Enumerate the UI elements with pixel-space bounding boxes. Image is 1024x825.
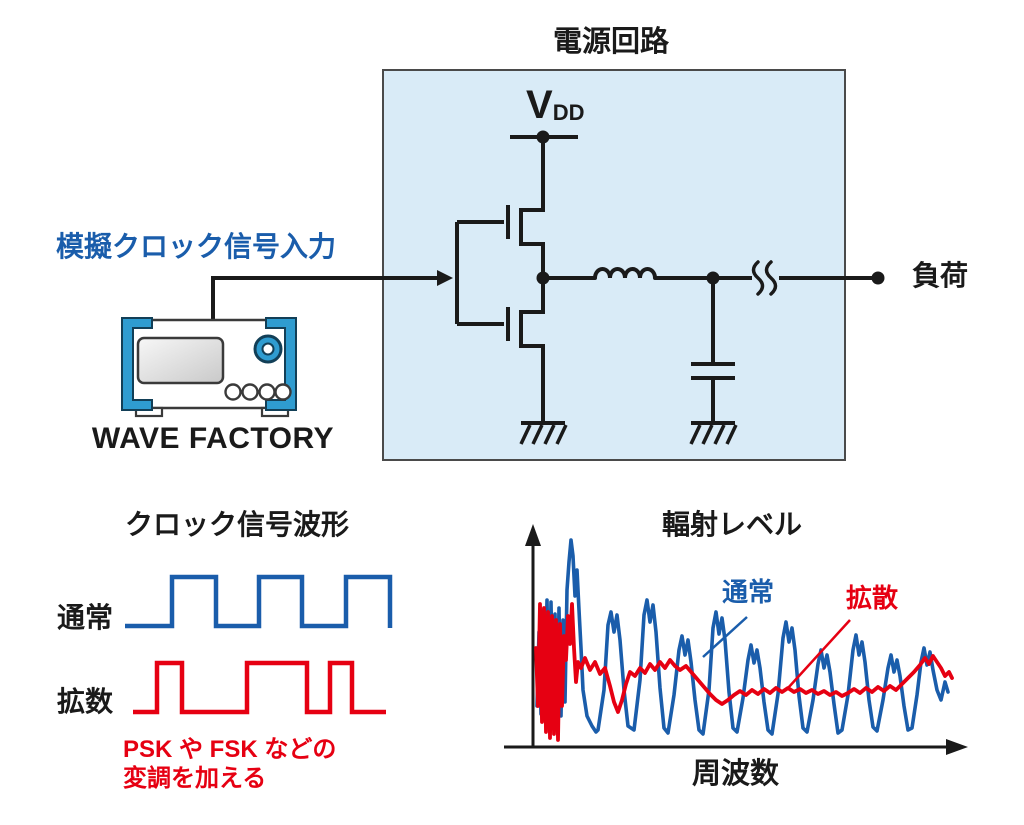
break-symbol-right <box>764 260 778 296</box>
ground-symbol-capacitor <box>689 421 738 445</box>
normal-row-label: 通常 <box>57 602 114 633</box>
clock-waveform-title: クロック信号波形 <box>125 509 350 540</box>
y-axis-arrowhead <box>525 524 541 546</box>
generator-button-4 <box>274 383 292 401</box>
x-axis-label: 周波数 <box>692 758 780 790</box>
radiation-trace-spread <box>534 602 954 742</box>
inductor-coil <box>593 267 657 280</box>
ground-symbol-transistor <box>519 421 568 445</box>
load-node-dot <box>871 271 885 285</box>
signal-generator <box>121 317 297 418</box>
clock-input-arrowhead <box>437 270 453 286</box>
radiation-chart-title: 輻射レベル <box>662 509 803 540</box>
generator-screen <box>136 336 225 385</box>
vdd-label: VDD <box>526 82 584 128</box>
spread-row-label: 拡数 <box>57 686 114 717</box>
break-symbol-left <box>751 260 765 296</box>
generator-left-bracket <box>121 317 153 411</box>
generator-button-2 <box>241 383 259 401</box>
x-axis-arrowhead <box>946 739 968 755</box>
clock-input-label: 模擬クロック信号入力 <box>56 231 337 262</box>
spread-leader-line <box>787 619 851 689</box>
power-circuit-title: 電源回路 <box>553 26 670 58</box>
normal-clock-waveform <box>125 574 393 629</box>
radiation-normal-legend: 通常 <box>722 577 775 607</box>
clock-input-wire <box>211 276 437 320</box>
normal-leader-line <box>702 616 748 658</box>
generator-button-1 <box>224 383 242 401</box>
radiation-spread-legend: 拡散 <box>846 583 899 613</box>
modulation-note: PSK や FSK などの 変調を加える <box>123 735 336 793</box>
generator-name-label: WAVE FACTORY <box>91 422 335 455</box>
spread-clock-waveform <box>133 660 386 715</box>
modulation-note-line1: PSK や FSK などの <box>123 736 337 763</box>
generator-button-3 <box>258 383 276 401</box>
nmos-transistor-channel <box>519 278 545 421</box>
load-label: 負荷 <box>912 260 969 291</box>
vdd-subscript-text: DD <box>552 100 585 125</box>
pmos-transistor-channel <box>519 137 545 278</box>
vdd-main-text: V <box>526 83 553 127</box>
radiation-trace-normal <box>535 538 950 736</box>
generator-knob-center <box>261 342 275 356</box>
modulation-note-line2: 変調を加える <box>123 765 267 792</box>
power-circuit-box <box>382 69 846 461</box>
